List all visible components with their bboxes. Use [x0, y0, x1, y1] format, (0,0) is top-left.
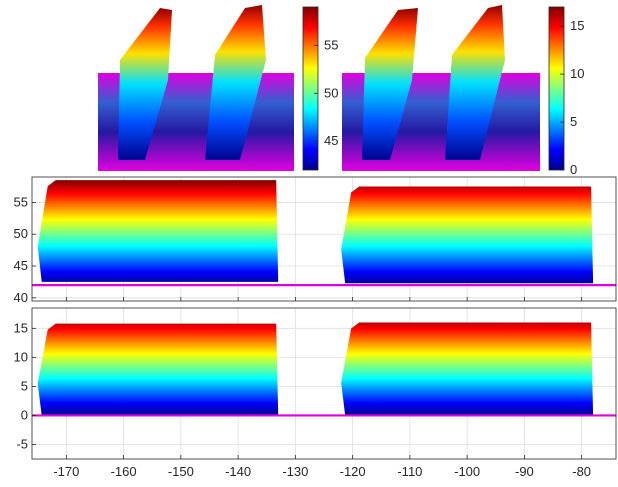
axes-height-segment-1	[37, 323, 279, 416]
colorbar-height-tick-label: 15	[570, 18, 584, 33]
axes-height-segment-2	[341, 322, 594, 416]
axes-height-xtick-label: -150	[168, 464, 194, 479]
axes-elevation-ytick-label: 55	[14, 194, 28, 209]
building-right-a	[362, 8, 418, 160]
axes-elevation-ytick-label: 50	[14, 226, 28, 241]
axes-height-xtick-label: -120	[340, 464, 366, 479]
axes-height-xtick-label: -90	[515, 464, 534, 479]
axes-height-xtick-label: -100	[454, 464, 480, 479]
axes-height-xtick-label: -170	[53, 464, 79, 479]
3d-view-elevation	[98, 5, 294, 171]
colorbar-height-tick-label: 5	[570, 114, 577, 129]
axes-elevation-ytick-label: 40	[14, 290, 28, 305]
axes-elevation-ytick-label: 45	[14, 258, 28, 273]
3d-view-height	[342, 5, 540, 171]
colorbar-height-tick-label: 10	[570, 66, 584, 81]
building-left-a	[118, 8, 172, 160]
colorbar-elevation-gradient	[302, 6, 319, 171]
colorbar-elevation-tick-label: 50	[324, 85, 338, 100]
axes-height-xtick-label: -80	[572, 464, 591, 479]
axes-elevation: 40 45 50 55	[14, 176, 617, 305]
colorbar-height: 0 5 10 15	[548, 6, 584, 177]
axes-height-ytick-label: -5	[16, 436, 28, 451]
axes-height: -5 0 5 10 15 -170 -160 -150 -140 -130 -120 -110 -100…	[14, 307, 617, 479]
colorbar-elevation: 45 50 55	[302, 6, 338, 171]
axes-height-ytick-label: 15	[14, 320, 28, 335]
axes-elevation-segment-1	[37, 180, 279, 282]
axes-height-frame	[31, 307, 617, 460]
axes-height-xtick-label: -110	[397, 464, 422, 479]
axes-height-ytick-label: 0	[21, 407, 28, 422]
axes-elevation-frame	[31, 176, 617, 302]
colorbar-elevation-tick-label: 55	[324, 37, 338, 52]
axes-height-ytick-label: 10	[14, 349, 28, 364]
axes-height-xtick-label: -140	[225, 464, 251, 479]
axes-height-xtick-label: -130	[282, 464, 308, 479]
axes-height-ytick-label: 5	[21, 378, 28, 393]
axes-height-xtick-label: -160	[111, 464, 137, 479]
colorbar-height-tick-label: 0	[570, 162, 577, 177]
axes-elevation-segment-2	[341, 186, 594, 284]
colorbar-elevation-tick-label: 45	[324, 133, 338, 148]
colorbar-height-gradient	[548, 6, 565, 171]
building-right-b	[445, 5, 505, 160]
building-left-b	[205, 5, 266, 160]
